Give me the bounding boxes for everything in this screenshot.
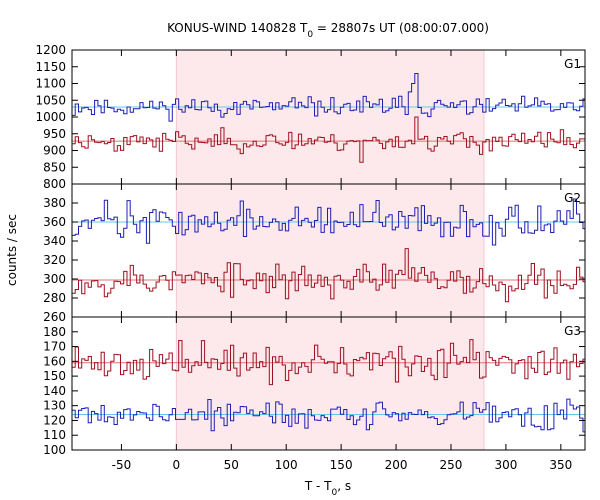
panel-G1-y-tick-label-1150: 1150 bbox=[35, 60, 66, 74]
x-tick-label-250: 250 bbox=[440, 458, 463, 472]
panel-G3-series-1-lightcurve bbox=[72, 398, 585, 433]
panel-G1-y-tick-label-950: 950 bbox=[43, 127, 66, 141]
panel-G3-frame bbox=[71, 316, 586, 451]
panel-label-G2: G2 bbox=[564, 191, 581, 205]
panel-label-G1: G1 bbox=[564, 57, 581, 71]
x-tick-label-300: 300 bbox=[494, 458, 517, 472]
ticks-layer bbox=[72, 49, 585, 451]
panel-G1-y-tick-label-900: 900 bbox=[43, 144, 66, 158]
panel-G1-series-0-lightcurve bbox=[72, 73, 585, 122]
x-tick-label-0: 0 bbox=[173, 458, 181, 472]
panel-G1-series-1-lightcurve bbox=[72, 116, 585, 163]
panel-G2-y-tick-label-340: 340 bbox=[43, 234, 66, 248]
x-tick-label-200: 200 bbox=[385, 458, 408, 472]
panel-G2-y-tick-label-320: 320 bbox=[43, 253, 66, 267]
panel-G2-y-tick-label-380: 380 bbox=[43, 196, 66, 210]
y-axis-title: counts / sec bbox=[5, 214, 19, 286]
panel-G3-y-tick-label-160: 160 bbox=[43, 354, 66, 368]
panel-G1-y-tick-label-800: 800 bbox=[43, 177, 66, 191]
panel-G3-y-tick-label-140: 140 bbox=[43, 384, 66, 398]
panel-G1-y-tick-label-1050: 1050 bbox=[35, 93, 66, 107]
x-tick-label-50: 50 bbox=[224, 458, 239, 472]
panel-G1-y-tick-label-850: 850 bbox=[43, 160, 66, 174]
panel-G3-y-tick-label-130: 130 bbox=[43, 399, 66, 413]
x-tick-label-100: 100 bbox=[275, 458, 298, 472]
panel-G3-y-tick-label-170: 170 bbox=[43, 340, 66, 354]
x-tick-label-150: 150 bbox=[330, 458, 353, 472]
panel-G3-y-tick-label-150: 150 bbox=[43, 369, 66, 383]
highlight-region-layer bbox=[175, 50, 485, 450]
x-axis-title-rest: , s bbox=[337, 479, 351, 493]
series-layer bbox=[72, 73, 585, 433]
chart-title-rest: = 28807s UT (08:00:07.000) bbox=[313, 21, 489, 35]
x-tick-label--50: -50 bbox=[112, 458, 132, 472]
panel-G1-y-tick-label-1000: 1000 bbox=[35, 110, 66, 124]
panel-G2-y-tick-label-300: 300 bbox=[43, 272, 66, 286]
panel-G1-y-tick-label-1100: 1100 bbox=[35, 77, 66, 91]
panel-G2-y-tick-label-260: 260 bbox=[43, 310, 66, 324]
labels-layer: 80085090095010001050110011501200G1260280… bbox=[35, 43, 581, 472]
x-tick-label-350: 350 bbox=[549, 458, 572, 472]
panel-G3-y-tick-label-110: 110 bbox=[43, 428, 66, 442]
x-axis-title: T - T0, s bbox=[304, 479, 351, 498]
x-axis-title-subscript: 0 bbox=[332, 488, 338, 498]
panel-G3-y-tick-label-120: 120 bbox=[43, 413, 66, 427]
panel-G1-y-tick-label-1200: 1200 bbox=[35, 43, 66, 57]
chart-title-main: KONUS-WIND 140828 T bbox=[167, 21, 308, 35]
panel-G2-series-0-lightcurve bbox=[72, 198, 585, 246]
panel-G2-series-1-lightcurve bbox=[72, 248, 585, 303]
panel-label-G3: G3 bbox=[564, 324, 581, 338]
x-axis-title-main: T - T bbox=[304, 479, 332, 493]
panel-G2-y-tick-label-280: 280 bbox=[43, 291, 66, 305]
panel-G3-series-0-lightcurve bbox=[72, 339, 585, 386]
panel-G3-y-tick-label-100: 100 bbox=[43, 443, 66, 457]
panel-G3-y-tick-label-180: 180 bbox=[43, 325, 66, 339]
chart-title: KONUS-WIND 140828 T0 = 28807s UT (08:00:… bbox=[167, 21, 489, 40]
chart-title-subscript: 0 bbox=[307, 30, 313, 40]
highlight-region bbox=[176, 50, 484, 450]
panel-G2-y-tick-label-360: 360 bbox=[43, 215, 66, 229]
